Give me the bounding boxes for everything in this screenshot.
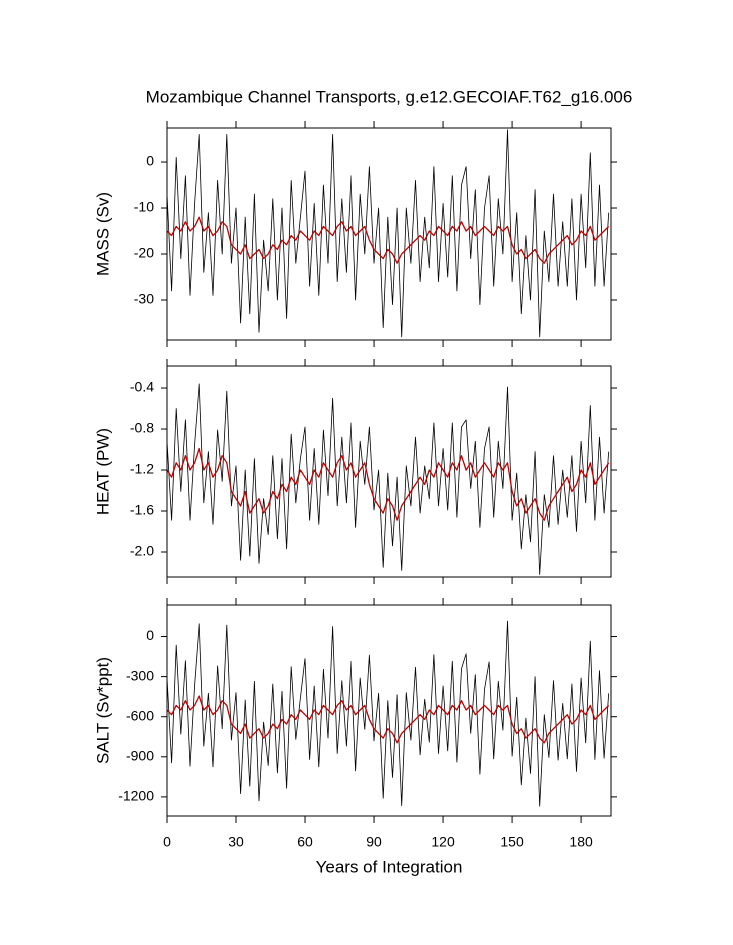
chart-title: Mozambique Channel Transports, g.e12.GEC… — [146, 87, 633, 106]
y-axis-label: HEAT (PW) — [93, 428, 112, 515]
series-line — [166, 129, 610, 338]
series-line — [166, 695, 610, 744]
y-tick-label: -300 — [126, 667, 154, 683]
y-tick-label: -600 — [126, 707, 154, 723]
x-tick-label: 0 — [163, 834, 171, 850]
series-line — [166, 383, 610, 575]
y-tick-label: -20 — [134, 245, 154, 261]
y-tick-label: -1200 — [118, 788, 154, 804]
y-tick-label: 0 — [146, 153, 154, 169]
plot-frame — [166, 604, 612, 817]
y-tick-label: -1.2 — [130, 461, 154, 477]
plot-frame — [166, 365, 612, 578]
x-tick-label: 30 — [228, 834, 244, 850]
x-tick-label: 60 — [297, 834, 313, 850]
y-axis-label: MASS (Sv) — [93, 192, 112, 276]
x-tick-label: 90 — [366, 834, 382, 850]
x-tick-label: 180 — [569, 834, 593, 850]
y-tick-label: 0 — [146, 627, 154, 643]
y-tick-label: -0.8 — [130, 420, 154, 436]
y-tick-label: -10 — [134, 199, 154, 215]
series-line — [166, 620, 610, 807]
y-tick-label: -30 — [134, 291, 154, 307]
y-tick-label: -2.0 — [130, 543, 154, 559]
y-axis-label: SALT (Sv*ppt) — [93, 657, 112, 764]
series-line — [166, 216, 610, 264]
y-tick-label: -1.6 — [130, 502, 154, 518]
x-tick-label: 120 — [431, 834, 455, 850]
y-tick-label: -900 — [126, 748, 154, 764]
y-tick-label: -0.4 — [130, 379, 154, 395]
series-line — [166, 447, 610, 521]
x-tick-label: 150 — [500, 834, 524, 850]
x-axis-label: Years of Integration — [316, 857, 463, 876]
plot-frame — [166, 127, 612, 341]
